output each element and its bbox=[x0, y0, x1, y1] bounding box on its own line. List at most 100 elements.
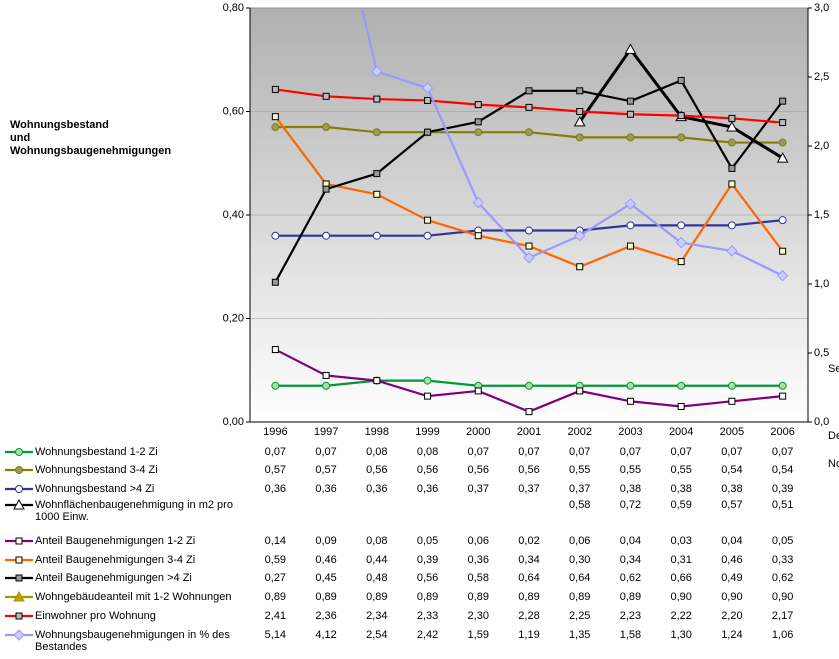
table-value: 0,54 bbox=[772, 464, 793, 476]
table-value: 1,35 bbox=[569, 629, 590, 641]
table-value: 0,06 bbox=[468, 535, 489, 547]
table-value: 0,56 bbox=[417, 572, 438, 584]
marker bbox=[675, 236, 687, 249]
table-value: 0,55 bbox=[670, 464, 691, 476]
marker bbox=[15, 537, 23, 545]
marker bbox=[424, 392, 432, 400]
y-tick-label: 0,40 bbox=[223, 209, 244, 221]
marker bbox=[677, 76, 685, 84]
marker bbox=[573, 115, 586, 127]
marker bbox=[525, 226, 533, 235]
table-value: 0,08 bbox=[366, 446, 387, 458]
marker bbox=[371, 65, 383, 78]
y2-tick-label: 0,0 bbox=[814, 416, 829, 428]
marker bbox=[778, 138, 787, 147]
marker bbox=[474, 101, 482, 109]
table-value: 1,06 bbox=[772, 629, 793, 641]
table-value: 0,90 bbox=[670, 591, 691, 603]
marker bbox=[322, 381, 331, 390]
table-value: 0,89 bbox=[518, 591, 539, 603]
marker bbox=[373, 190, 381, 198]
table-value: 0,48 bbox=[366, 572, 387, 584]
table-value: 0,56 bbox=[518, 464, 539, 476]
table-value: 0,31 bbox=[670, 554, 691, 566]
marker bbox=[322, 185, 330, 193]
marker bbox=[626, 381, 635, 390]
table-value: 0,54 bbox=[721, 464, 742, 476]
marker bbox=[474, 232, 482, 240]
marker bbox=[677, 381, 686, 390]
table-value: 0,49 bbox=[721, 572, 742, 584]
table-value: 0,62 bbox=[772, 572, 793, 584]
marker bbox=[322, 371, 330, 379]
table-value: 0,07 bbox=[265, 446, 286, 458]
marker bbox=[372, 231, 381, 240]
legend-label: Wohnungsbestand 3-4 Zi bbox=[35, 464, 158, 476]
marker bbox=[525, 87, 533, 95]
legend-label: Wohngebäudeanteil mit 1-2 Wohnungen bbox=[35, 591, 232, 603]
marker bbox=[728, 164, 736, 172]
marker bbox=[779, 392, 787, 400]
marker bbox=[474, 387, 482, 395]
table-value: 0,08 bbox=[366, 535, 387, 547]
marker bbox=[472, 196, 484, 209]
marker bbox=[15, 448, 23, 456]
table-value: 0,44 bbox=[366, 554, 387, 566]
marker bbox=[525, 128, 533, 137]
table-value: 1,24 bbox=[721, 629, 742, 641]
table-value: 1,30 bbox=[670, 629, 691, 641]
table-value: 2,42 bbox=[417, 629, 438, 641]
marker bbox=[373, 170, 381, 178]
legend-label: Anteil Baugenehmigungen 3-4 Zi bbox=[35, 554, 196, 566]
table-value: 0,57 bbox=[315, 464, 336, 476]
table-value: 0,06 bbox=[569, 535, 590, 547]
table-value: 0,33 bbox=[772, 554, 793, 566]
table-value: 2,22 bbox=[670, 610, 691, 622]
marker bbox=[523, 252, 535, 264]
table-value: 1,58 bbox=[620, 629, 641, 641]
table-value: 0,57 bbox=[265, 464, 286, 476]
legend-label: Anteil Baugenehmigungen 1-2 Zi bbox=[35, 535, 196, 547]
table-value: 0,37 bbox=[518, 483, 539, 495]
annotation: Sep bbox=[828, 363, 839, 375]
marker bbox=[576, 87, 584, 95]
table-value: 2,20 bbox=[721, 610, 742, 622]
table-value: 0,51 bbox=[772, 499, 793, 511]
marker bbox=[15, 466, 23, 474]
annotation: No bbox=[828, 458, 839, 470]
table-value: 0,38 bbox=[721, 483, 742, 495]
marker bbox=[271, 113, 279, 121]
table-value: 0,58 bbox=[569, 499, 590, 511]
y2-tick-label: 2,0 bbox=[814, 140, 829, 152]
marker bbox=[576, 108, 584, 115]
table-value: 0,07 bbox=[670, 446, 691, 458]
marker bbox=[726, 245, 738, 257]
table-value: 0,04 bbox=[721, 535, 742, 547]
table-value: 0,45 bbox=[315, 572, 336, 584]
marker bbox=[271, 123, 280, 132]
marker bbox=[778, 381, 787, 390]
marker bbox=[424, 216, 432, 224]
marker bbox=[624, 43, 637, 54]
marker bbox=[626, 221, 635, 230]
x-tick-label: 2001 bbox=[517, 426, 541, 438]
marker bbox=[776, 152, 789, 163]
table-value: 0,14 bbox=[265, 535, 286, 547]
marker bbox=[373, 377, 381, 385]
table-value: 0,38 bbox=[670, 483, 691, 495]
table-value: 5,14 bbox=[265, 629, 286, 641]
table-value: 1,19 bbox=[518, 629, 539, 641]
table-value: 0,64 bbox=[569, 572, 590, 584]
marker bbox=[13, 498, 25, 510]
marker bbox=[677, 133, 686, 142]
y-tick-label: 0,00 bbox=[223, 416, 244, 428]
marker bbox=[727, 221, 736, 230]
marker bbox=[423, 376, 432, 385]
y2-tick-label: 1,5 bbox=[814, 209, 829, 221]
marker bbox=[372, 128, 381, 137]
series-layer bbox=[271, 8, 789, 416]
table-value: 0,46 bbox=[315, 554, 336, 566]
table-value: 0,09 bbox=[315, 535, 336, 547]
table-value: 0,64 bbox=[518, 572, 539, 584]
marker bbox=[423, 231, 432, 240]
